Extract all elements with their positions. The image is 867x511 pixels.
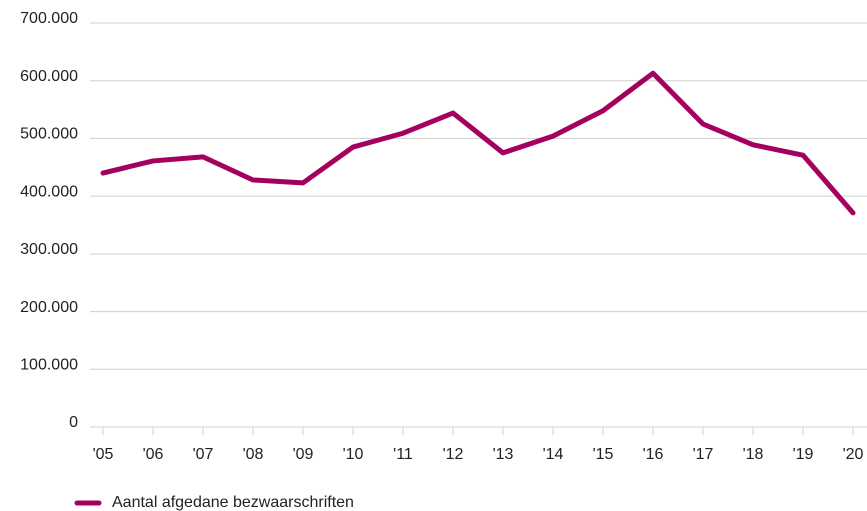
x-tick-label: '05: [93, 446, 114, 463]
x-tick-label: '10: [343, 446, 364, 463]
legend-label: Aantal afgedane bezwaarschriften: [112, 494, 354, 511]
y-tick-label: 100.000: [20, 357, 78, 374]
x-tick-label: '19: [793, 446, 814, 463]
x-tick-label: '15: [593, 446, 614, 463]
y-tick-label: 400.000: [20, 183, 78, 200]
y-tick-label: 500.000: [20, 126, 78, 143]
data-line: [100, 70, 856, 216]
x-tick-label: '09: [293, 446, 314, 463]
y-tick-label: 300.000: [20, 241, 78, 258]
x-tick-label: '20: [843, 446, 864, 463]
y-tick-label: 0: [69, 414, 78, 431]
x-tick-label: '07: [193, 446, 214, 463]
y-tick-label: 700.000: [20, 10, 78, 27]
y-tick-label: 600.000: [20, 68, 78, 85]
y-tick-label: 200.000: [20, 299, 78, 316]
x-tick-label: '18: [743, 446, 764, 463]
x-tick-label: '17: [693, 446, 714, 463]
x-tick-label: '16: [643, 446, 664, 463]
x-tick-label: '14: [543, 446, 564, 463]
x-tick-label: '08: [243, 446, 264, 463]
x-tick-label: '06: [143, 446, 164, 463]
x-tick-label: '11: [393, 446, 413, 463]
x-tick-label: '12: [443, 446, 464, 463]
x-tick-label: '13: [493, 446, 514, 463]
